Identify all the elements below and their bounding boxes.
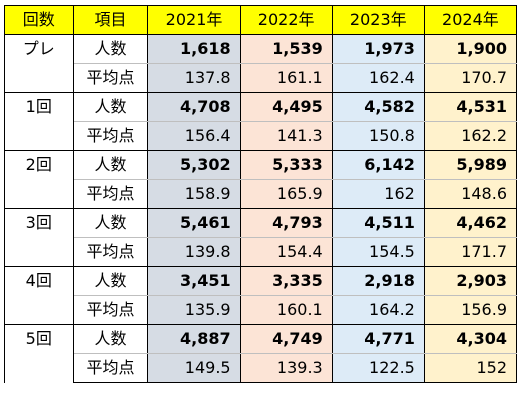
table-row: 1回 人数 4,708 4,495 4,582 4,531	[4, 92, 517, 151]
count-cell: 6,142	[331, 150, 425, 180]
count-cell: 4,771	[331, 324, 425, 354]
avg-cell: 156.9	[423, 295, 517, 325]
count-cell: 4,793	[239, 208, 333, 238]
count-cell: 4,531	[423, 92, 517, 122]
count-cell: 5,333	[239, 150, 333, 180]
table-row: 5回 人数 4,887 4,749 4,771 4,304	[4, 324, 517, 383]
avg-cell: 139.3	[239, 353, 333, 383]
item-label-count: 人数	[72, 92, 149, 122]
count-cell: 4,749	[239, 324, 333, 354]
table-row: 平均点 139.8 154.4 154.5 171.7	[5, 237, 517, 267]
item-label-avg: 平均点	[72, 353, 149, 383]
count-cell: 4,582	[331, 92, 425, 122]
table-row: 4回 人数 3,451 3,335 2,918 2,903	[4, 266, 517, 325]
item-label-avg: 平均点	[72, 237, 149, 267]
header-round: 回数	[4, 5, 74, 35]
round-label: プレ	[4, 34, 74, 93]
avg-cell: 122.5	[331, 353, 425, 383]
table-row: 平均点 158.9 165.9 162 148.6	[5, 179, 517, 209]
item-label-count: 人数	[72, 208, 149, 238]
round-label: 2回	[4, 150, 74, 209]
avg-cell: 154.5	[331, 237, 425, 267]
count-cell: 5,989	[423, 150, 517, 180]
avg-cell: 139.8	[147, 237, 241, 267]
score-table: 回数 項目 2021年 2022年 2023年 2024年 プレ 人数 1,61…	[4, 5, 517, 383]
avg-cell: 156.4	[147, 121, 241, 151]
count-cell: 4,495	[239, 92, 333, 122]
table-row: 平均点 156.4 141.3 150.8 162.2	[5, 121, 517, 151]
count-cell: 3,335	[239, 266, 333, 296]
avg-cell: 152	[423, 353, 517, 383]
avg-cell: 160.1	[239, 295, 333, 325]
item-label-avg: 平均点	[72, 63, 149, 93]
avg-cell: 164.2	[331, 295, 425, 325]
round-label: 1回	[4, 92, 74, 151]
count-cell: 5,461	[147, 208, 241, 238]
avg-cell: 154.4	[239, 237, 333, 267]
avg-cell: 141.3	[239, 121, 333, 151]
count-cell: 1,973	[331, 34, 425, 64]
avg-cell: 162.2	[423, 121, 517, 151]
item-label-count: 人数	[72, 324, 149, 354]
avg-cell: 171.7	[423, 237, 517, 267]
header-year-2023: 2023年	[331, 5, 425, 35]
count-cell: 5,302	[147, 150, 241, 180]
round-label: 5回	[4, 324, 74, 383]
round-label: 4回	[4, 266, 74, 325]
count-cell: 4,304	[423, 324, 517, 354]
table-row: 3回 人数 5,461 4,793 4,511 4,462	[4, 208, 517, 267]
table-row: 2回 人数 5,302 5,333 6,142 5,989	[4, 150, 517, 209]
item-label-count: 人数	[72, 150, 149, 180]
count-cell: 1,539	[239, 34, 333, 64]
avg-cell: 148.6	[423, 179, 517, 209]
table-row: 平均点 135.9 160.1 164.2 156.9	[5, 295, 517, 325]
round-label: 3回	[4, 208, 74, 267]
score-table-container: 回数 項目 2021年 2022年 2023年 2024年 プレ 人数 1,61…	[4, 5, 517, 383]
header-item: 項目	[72, 5, 149, 35]
header-year-2022: 2022年	[239, 5, 333, 35]
header-row: 回数 項目 2021年 2022年 2023年 2024年	[4, 5, 517, 35]
avg-cell: 158.9	[147, 179, 241, 209]
avg-cell: 135.9	[147, 295, 241, 325]
table-row: 平均点 149.5 139.3 122.5 152	[5, 353, 517, 383]
item-label-count: 人数	[72, 266, 149, 296]
avg-cell: 161.1	[239, 63, 333, 93]
count-cell: 4,708	[147, 92, 241, 122]
item-label-avg: 平均点	[72, 179, 149, 209]
item-label-count: 人数	[72, 34, 149, 64]
avg-cell: 150.8	[331, 121, 425, 151]
header-year-2021: 2021年	[147, 5, 241, 35]
item-label-avg: 平均点	[72, 121, 149, 151]
count-cell: 4,887	[147, 324, 241, 354]
count-cell: 2,903	[423, 266, 517, 296]
avg-cell: 165.9	[239, 179, 333, 209]
count-cell: 2,918	[331, 266, 425, 296]
count-cell: 3,451	[147, 266, 241, 296]
avg-cell: 149.5	[147, 353, 241, 383]
avg-cell: 162	[331, 179, 425, 209]
count-cell: 1,900	[423, 34, 517, 64]
avg-cell: 162.4	[331, 63, 425, 93]
avg-cell: 170.7	[423, 63, 517, 93]
count-cell: 4,462	[423, 208, 517, 238]
avg-cell: 137.8	[147, 63, 241, 93]
item-label-avg: 平均点	[72, 295, 149, 325]
count-cell: 1,618	[147, 34, 241, 64]
table-row: プレ 人数 1,618 1,539 1,973 1,900	[4, 34, 517, 93]
count-cell: 4,511	[331, 208, 425, 238]
header-year-2024: 2024年	[423, 5, 517, 35]
table-row: 平均点 137.8 161.1 162.4 170.7	[5, 63, 517, 93]
